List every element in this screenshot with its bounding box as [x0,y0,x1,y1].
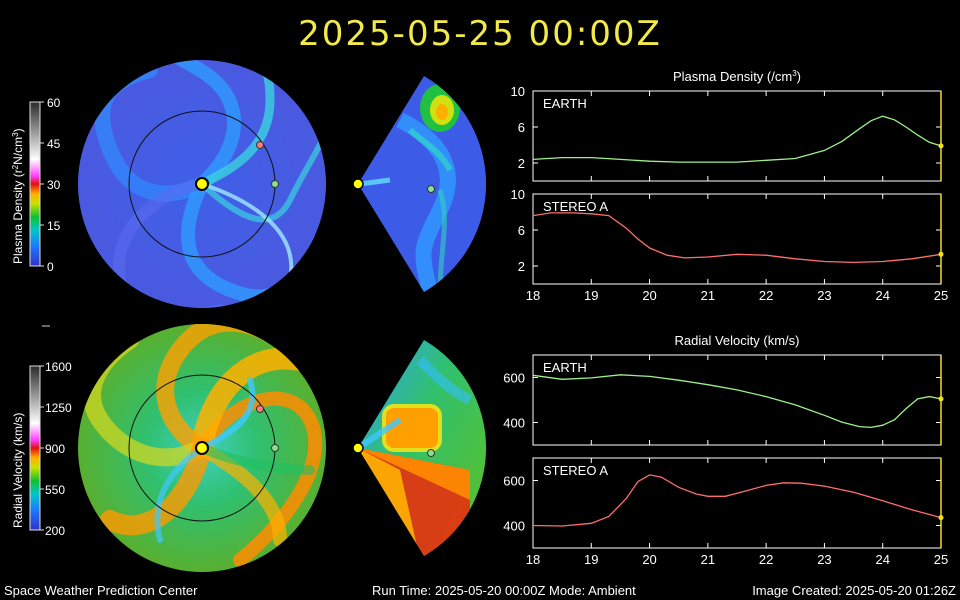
x-tick-label: 18 [526,552,540,567]
footer-run-time: Run Time: 2025-05-20 00:00Z Mode: Ambien… [372,583,636,598]
series-line [532,374,942,429]
y-tick-label: 400 [503,519,525,534]
series-line [532,474,942,527]
earth-marker [427,449,435,457]
y-tick-label: 6 [518,223,525,238]
x-tick-label: 20 [642,552,656,567]
density-tick: 15 [47,219,61,233]
chart-panel: 600 400 EARTH [503,354,944,446]
y-tick-label: 600 [503,474,525,489]
stereo-a-marker [256,141,264,149]
footer-image-created: Image Created: 2025-05-20 01:26Z [752,583,956,598]
density-tick: 30 [47,178,61,192]
x-tick-label: 19 [584,552,598,567]
series-end-marker [938,515,944,521]
density-colorbar: 60 45 30 15 0 Plasma Density (r2N/cm3) [11,96,61,274]
panel-frame [532,90,942,182]
series-line [532,212,942,264]
y-tick-label: 10 [511,187,525,202]
x-tick-label: 18 [526,288,540,303]
velocity-timeseries-chart: Radial Velocity (km/s) 600 400 EARTH 600 400 S… [503,333,948,567]
x-tick-label: 22 [759,288,773,303]
chart-panel: 600 400 STEREO A [503,457,944,549]
sun-marker [352,178,364,190]
markers [195,141,435,457]
sun-marker [352,442,364,454]
x-tick-label: 19 [584,288,598,303]
y-tick-label: 600 [503,371,525,386]
y-tick-label: 2 [518,259,525,274]
x-tick-label: 21 [701,552,715,567]
x-tick-label: 20 [642,288,656,303]
chart-title: Plasma Density (/cm3) [673,69,801,84]
velocity-tick: 550 [45,483,65,497]
series-end-marker [938,396,944,402]
y-tick-label: 2 [518,156,525,171]
chart-panel: 10 6 2 STEREO A [511,187,944,285]
x-tick-label: 23 [817,552,831,567]
x-tick-label: 21 [701,288,715,303]
earth-marker [271,444,279,452]
series-label: STEREO A [543,463,608,478]
density-tick: 45 [47,137,61,151]
sun-marker [195,441,209,455]
y-tick-label: 6 [518,120,525,135]
velocity-tick: 200 [45,524,65,538]
chart-title: Radial Velocity (km/s) [675,333,800,348]
velocity-tick: 1250 [45,401,72,415]
y-tick-label: 400 [503,416,525,431]
series-label: EARTH [543,96,587,111]
series-label: EARTH [543,360,587,375]
velocity-colorbar-label: Radial Velocity (km/s) [11,413,25,528]
x-tick-label: 25 [934,288,948,303]
panel-frame [532,354,942,446]
x-tick-label: 23 [817,288,831,303]
y-tick-label: 10 [511,84,525,99]
velocity-colorbar: 1600 1250 900 550 200 Radial Velocity (k… [11,360,72,538]
forecast-timestamp: 2025-05-25 00:00Z [298,14,662,54]
density-meridional-wedge [358,76,487,292]
earth-marker [427,185,435,193]
x-tick-label: 24 [875,288,889,303]
series-line [532,115,942,163]
sun-marker [195,177,209,191]
density-tick: 60 [47,96,61,110]
velocity-tick: 900 [45,442,65,456]
chart-panel: 10 6 2 EARTH [511,84,944,182]
x-tick-label: 24 [875,552,889,567]
velocity-tick: 1600 [45,360,72,374]
density-tick: 0 [47,260,54,274]
footer-org: Space Weather Prediction Center [4,583,198,598]
stereo-a-marker [256,405,264,413]
density-ecliptic-disk [78,60,326,308]
series-end-marker [938,143,944,149]
density-timeseries-chart: Plasma Density (/cm3) 10 6 2 EARTH 10 6 2 STEREO… [511,69,949,303]
series-label: STEREO A [543,199,608,214]
density-colorbar-label: Plasma Density (r2N/cm3) [11,128,25,264]
velocity-meridional-wedge [358,340,487,556]
earth-marker [271,180,279,188]
x-tick-label: 25 [934,552,948,567]
series-end-marker [938,251,944,257]
x-tick-label: 22 [759,552,773,567]
